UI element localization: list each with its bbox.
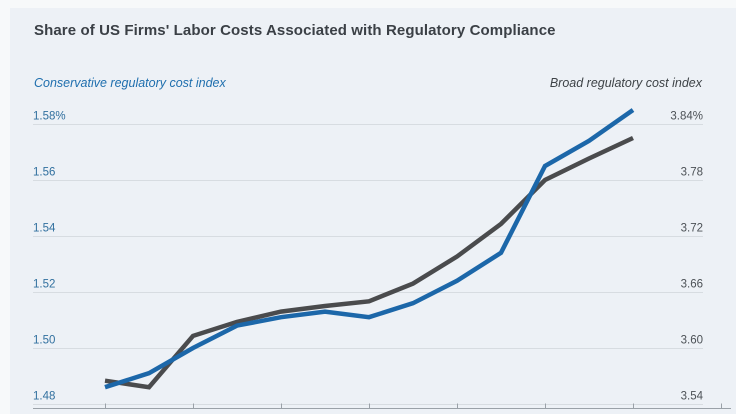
right-axis-tick-label: 3.54 <box>681 391 704 403</box>
left-axis-tick-label: 1.52 <box>33 279 55 291</box>
page-title: Share of US Firms' Labor Costs Associate… <box>34 22 556 39</box>
left-axis-tick-label: 1.58% <box>33 111 66 123</box>
right-axis-tick-label: 3.66 <box>681 279 703 291</box>
right-axis-title: Broad regulatory cost index <box>549 76 702 90</box>
right-axis-tick-label: 3.60 <box>681 335 703 347</box>
right-axis-tick-label: 3.72 <box>681 223 703 235</box>
right-axis-tick-label: 3.84% <box>670 111 703 123</box>
left-axis-tick-label: 1.54 <box>33 223 56 235</box>
left-axis-tick-label: 1.48 <box>33 391 55 403</box>
chart-panel-background <box>10 8 736 414</box>
right-axis-tick-label: 3.78 <box>681 167 703 179</box>
left-axis-title: Conservative regulatory cost index <box>34 76 226 90</box>
series-line-conservative <box>104 108 635 390</box>
series-line-broad <box>104 135 634 390</box>
left-axis-tick-label: 1.56 <box>33 167 55 179</box>
left-axis-tick-label: 1.50 <box>33 335 55 347</box>
